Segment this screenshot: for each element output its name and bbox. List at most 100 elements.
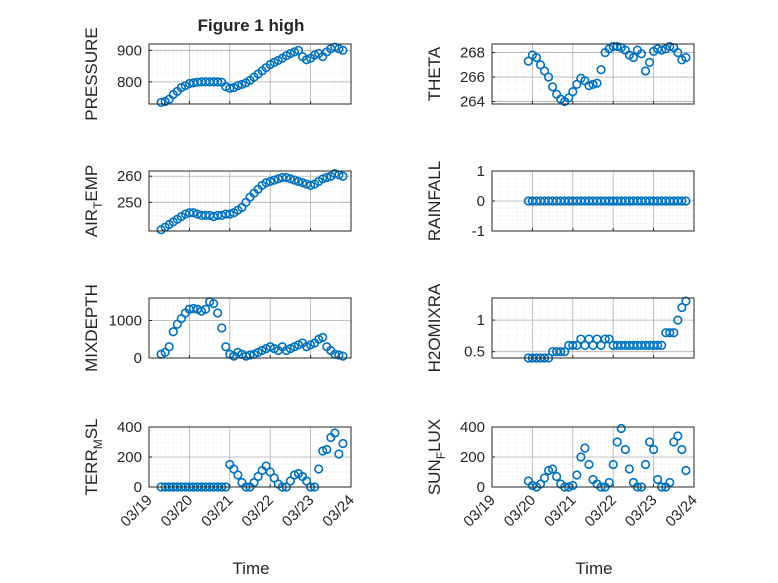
axes-frame: [491, 170, 695, 232]
data-point: [253, 471, 263, 482]
data-point: [653, 474, 663, 485]
data-point: [552, 471, 562, 482]
data-point: [330, 42, 340, 52]
data-point: [334, 350, 344, 360]
y-tick-label: 200: [117, 449, 142, 466]
data-point: [293, 176, 304, 187]
data-point: [314, 464, 324, 474]
y-tick-label: 0: [477, 193, 485, 210]
data-point: [306, 180, 316, 190]
data-point: [164, 342, 174, 352]
y-tick-label: 1: [477, 312, 485, 329]
y-tick-label: 264: [460, 94, 485, 111]
y-tick-label: 268: [460, 45, 485, 62]
subplot-air_temp: 250 260 AIRTEMP: [82, 165, 352, 237]
data-point: [209, 299, 219, 309]
data-point: [596, 340, 606, 350]
y-axis-label: MIXDEPTH: [82, 284, 101, 372]
data-point: [535, 479, 546, 489]
axes-frame: [491, 426, 695, 488]
data-point: [289, 175, 300, 185]
axes-frame: [491, 297, 695, 359]
data-point: [677, 196, 687, 206]
data-point: [265, 176, 275, 187]
data-point: [568, 480, 578, 491]
data-point: [156, 97, 166, 108]
data-point: [669, 437, 679, 447]
data-point: [572, 470, 582, 480]
data-point: [640, 459, 651, 470]
data-point: [543, 465, 554, 476]
data-point: [261, 461, 271, 471]
data-point: [330, 428, 340, 438]
data-point: [543, 72, 554, 82]
data-point: [636, 49, 647, 59]
data-point: [539, 473, 550, 483]
axes-frame: [148, 43, 352, 105]
data-point: [580, 443, 590, 453]
data-point: [318, 332, 328, 342]
data-point: [269, 473, 279, 483]
y-tick-label: 0.5: [464, 344, 485, 361]
data-point: [297, 178, 308, 188]
data-point: [681, 196, 691, 206]
data-point: [657, 45, 667, 55]
y-tick-label: -1: [472, 223, 485, 240]
data-point: [338, 45, 348, 55]
data-point: [531, 52, 542, 63]
data-point: [568, 340, 578, 350]
data-point: [535, 60, 546, 70]
data-point: [568, 87, 578, 97]
data-point: [665, 41, 675, 52]
data-point: [261, 178, 271, 188]
data-point: [322, 444, 332, 455]
data-point: [620, 444, 630, 455]
data-point: [285, 174, 296, 184]
y-tick-label: 400: [460, 419, 485, 436]
axes-frame: [148, 170, 352, 232]
y-tick-label: 800: [117, 74, 142, 91]
data-point: [604, 477, 614, 488]
data-point: [213, 77, 223, 87]
data-point: [285, 476, 296, 486]
data-point: [681, 52, 691, 63]
data-point: [245, 350, 255, 360]
y-tick-label: 200: [460, 449, 485, 466]
data-point: [657, 340, 667, 350]
y-tick-label: 0: [477, 479, 485, 496]
y-tick-label: 0: [134, 350, 142, 367]
data-point: [673, 47, 683, 58]
data-point: [677, 444, 687, 455]
data-point: [644, 57, 655, 67]
subplot-theta: 264 266 268 THETA: [425, 41, 695, 111]
data-point: [644, 437, 655, 447]
subplot-h2omixra: 0.5 1 H2OMIXRA: [425, 283, 695, 372]
data-point: [564, 93, 574, 103]
data-point: [628, 52, 639, 63]
data-point: [322, 172, 332, 183]
data-point: [233, 81, 243, 91]
data-point: [596, 65, 606, 75]
data-point: [612, 41, 622, 52]
y-tick-label: 900: [117, 42, 142, 59]
data-point: [265, 467, 275, 477]
y-tick-label: 250: [117, 194, 142, 211]
y-tick-label: 1000: [109, 313, 142, 330]
data-point: [681, 465, 691, 476]
data-point: [301, 476, 312, 486]
y-axis-label: H2OMIXRA: [425, 283, 444, 372]
data-point: [237, 79, 247, 90]
data-point: [233, 470, 243, 480]
data-point: [640, 66, 651, 76]
data-point: [608, 459, 618, 470]
data-point: [281, 172, 291, 183]
data-point: [612, 437, 622, 447]
data-point: [665, 477, 675, 488]
data-point: [669, 328, 679, 338]
data-point: [249, 477, 259, 488]
data-point: [334, 44, 344, 54]
data-point: [334, 449, 344, 459]
data-point: [588, 79, 598, 90]
subplot-mixdepth: 0 1000 MIXDEPTH: [82, 284, 352, 372]
data-point: [221, 342, 231, 352]
